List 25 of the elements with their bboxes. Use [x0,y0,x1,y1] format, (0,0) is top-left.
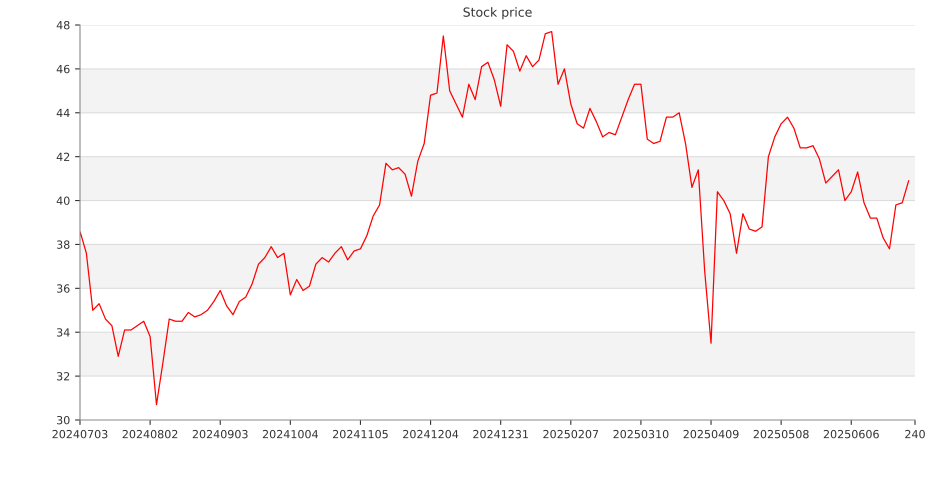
x-tick-label: 20250409 [684,430,739,438]
x-tick-label: 20240903 [192,430,248,438]
x-tick-label: 20240703 [52,430,108,438]
y-tick-label: 42 [56,152,70,161]
y-tick-label: 44 [56,108,70,117]
y-tick-label: 34 [56,328,70,337]
x-tick-label: 20250508 [754,430,809,438]
y-tick-label: 30 [56,416,70,424]
line-series [80,30,910,406]
x-tick-label: 20241231 [473,430,528,438]
x-tick-label: 20241004 [262,430,318,438]
chart-title: Stock price [463,7,532,20]
x-tick-label: 20241204 [403,430,458,438]
y-tick-label: 32 [56,372,70,380]
y-tick-label: 36 [56,284,70,293]
y-tick-label: 46 [56,64,70,74]
y-tick-label: 48 [56,20,70,30]
y-tick-label: 40 [56,196,70,205]
x-tick-label: 20250606 [824,430,879,438]
x-tick-label: 20241105 [332,430,388,438]
x-tick-label: 20250207 [543,430,598,438]
x-tick-label: 240 [905,430,925,438]
x-tick-label: 20240802 [122,430,178,438]
x-tick-label: 20250310 [613,430,668,438]
y-tick-label: 38 [56,240,70,249]
